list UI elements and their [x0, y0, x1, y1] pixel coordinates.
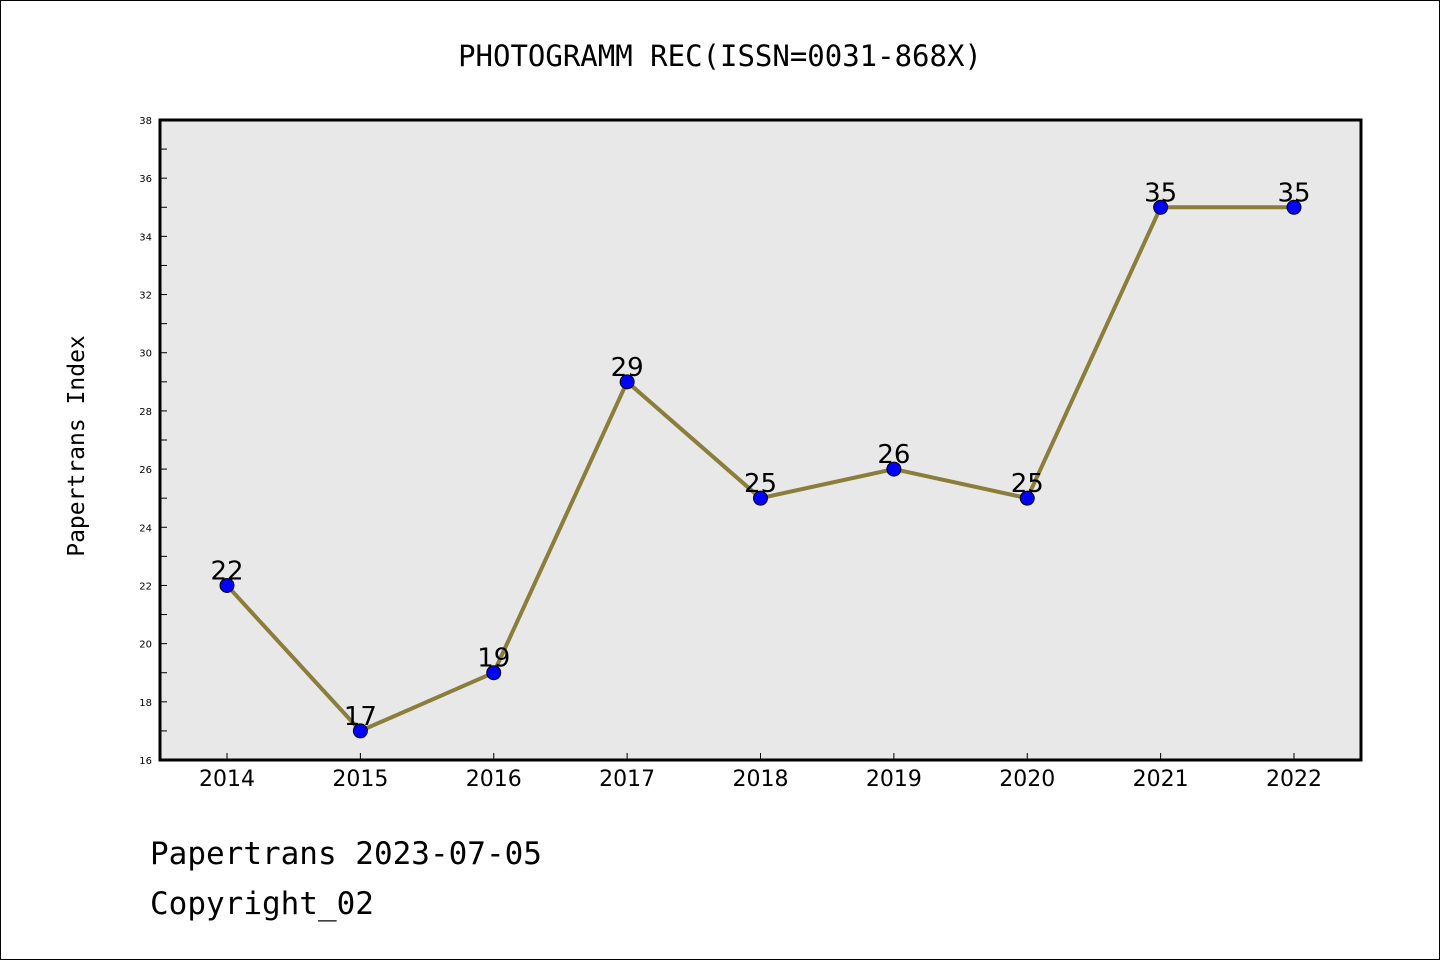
chart-title: PHOTOGRAMM REC(ISSN=0031-868X): [458, 39, 982, 73]
data-point: [886, 461, 902, 477]
data-point: [219, 577, 235, 593]
data-point: [1286, 199, 1302, 215]
data-label: 17: [344, 702, 377, 732]
x-tick-label: 2015: [332, 767, 388, 792]
x-tick-label: 2016: [466, 767, 522, 792]
x-tick-label: 2014: [199, 767, 255, 792]
x-tick-label: 2021: [1133, 767, 1189, 792]
y-tick-label: 20: [139, 640, 152, 651]
data-point: [1019, 490, 1035, 506]
y-tick-label: 34: [139, 232, 152, 243]
series-line-group: 22 17 19 29 25 26 25 35 35: [210, 178, 1311, 739]
plot-border: [158, 118, 1363, 762]
data-label: 35: [1144, 178, 1177, 208]
y-tick-label: 38: [139, 116, 152, 127]
y-tick-label: 32: [139, 291, 152, 302]
x-tick-label: 2022: [1266, 767, 1322, 792]
data-point: [619, 374, 635, 390]
x-tick-label: 2020: [999, 767, 1055, 792]
footer-copyright: Copyright_02: [150, 886, 374, 922]
data-point: [1153, 199, 1169, 215]
y-tick-label: 26: [139, 465, 152, 476]
x-axis: 2014 2015 2016 2017 2018 2019 2020 2021 2022: [199, 753, 1322, 792]
data-label: 25: [1011, 469, 1044, 499]
y-tick-label: 28: [139, 407, 152, 418]
x-tick-label: 2019: [866, 767, 922, 792]
data-label: 35: [1277, 178, 1310, 208]
data-point: [753, 490, 768, 506]
data-point: [352, 723, 368, 739]
data-label: 25: [744, 469, 777, 499]
data-label: 29: [611, 353, 644, 383]
y-tick-label: 16: [139, 756, 152, 767]
y-tick-label: 22: [139, 581, 152, 592]
y-tick-label: 24: [139, 523, 152, 534]
data-point: [486, 665, 502, 681]
x-tick-label: 2017: [599, 767, 655, 792]
data-label: 19: [477, 644, 510, 674]
y-tick-label: 30: [139, 349, 152, 360]
y-tick-label: 36: [139, 174, 152, 185]
data-label: 26: [877, 440, 910, 470]
data-label: 22: [210, 556, 243, 586]
y-tick-label: 18: [139, 698, 152, 709]
y-axis-label: Papertrans Index: [64, 335, 90, 557]
plot-area: [160, 120, 1361, 760]
x-tick-label: 2018: [733, 767, 789, 792]
footer-date: Papertrans 2023-07-05: [150, 836, 542, 872]
